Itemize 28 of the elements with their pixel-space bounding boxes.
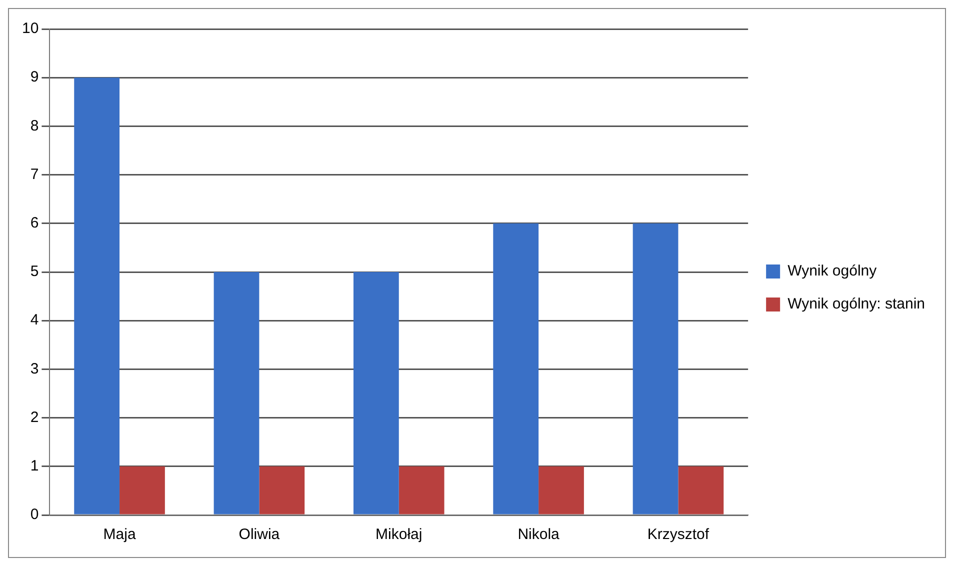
bar — [214, 272, 260, 514]
x-tick-label: Nikola — [518, 526, 560, 544]
y-tick-label: 1 — [30, 458, 39, 475]
x-tick-label: Mikołaj — [376, 526, 422, 544]
x-tick-label: Oliwia — [238, 526, 280, 544]
y-tick-label: 7 — [30, 166, 39, 183]
y-tick-label: 9 — [30, 68, 39, 86]
y-tick-label: 3 — [30, 360, 39, 378]
x-tick-label: Maja — [103, 526, 136, 544]
bar — [120, 466, 165, 514]
y-tick-label: 10 — [22, 20, 39, 38]
y-tick-label: 5 — [30, 263, 39, 280]
bar — [632, 223, 678, 514]
bar — [259, 466, 305, 514]
y-tick-label: 6 — [30, 214, 39, 232]
y-tick-label: 2 — [30, 408, 39, 426]
bar — [74, 78, 120, 514]
y-tick-label: 8 — [30, 117, 39, 134]
x-tick-label: Krzysztof — [647, 526, 710, 544]
y-tick-label: 0 — [30, 506, 39, 524]
y-tick-label: 4 — [30, 312, 39, 329]
bar — [353, 272, 399, 514]
bar — [538, 466, 584, 514]
legend-label: Wynik ogólny — [788, 262, 878, 280]
bar — [398, 466, 444, 514]
bar — [493, 223, 539, 514]
bar — [678, 466, 724, 514]
legend-label: Wynik ogólny: stanin — [788, 296, 926, 313]
